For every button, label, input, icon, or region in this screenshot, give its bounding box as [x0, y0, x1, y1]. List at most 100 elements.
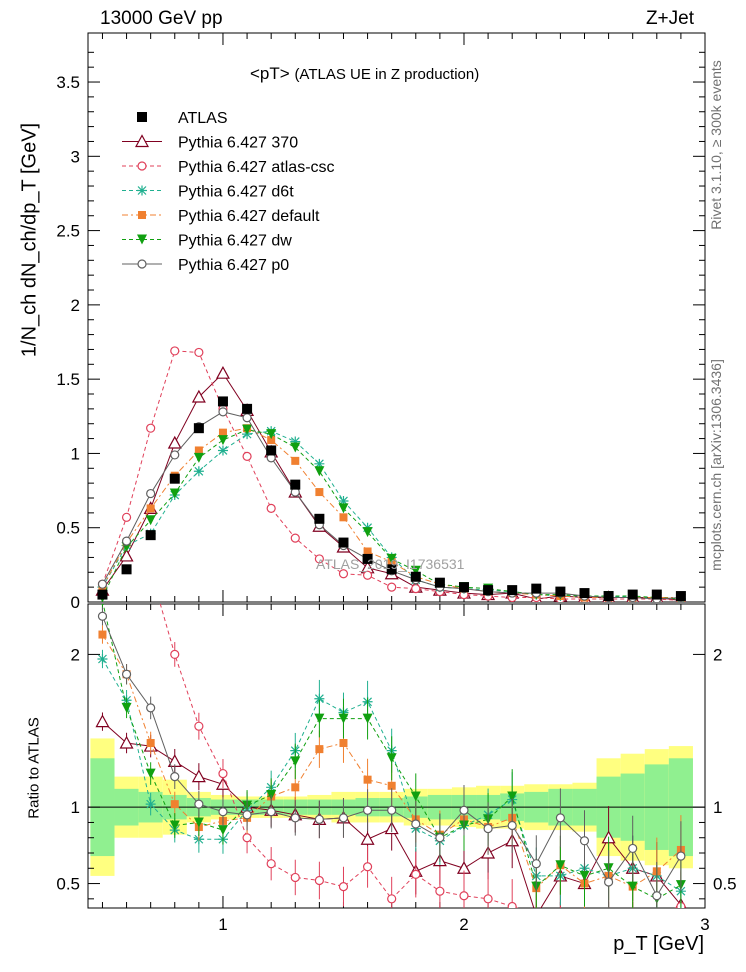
marker-shape — [483, 894, 493, 904]
marker-shape — [338, 495, 349, 506]
watermark: ATLAS_2019_I1736531 — [316, 556, 465, 572]
y-tick-label: 0.5 — [56, 519, 80, 538]
marker-shape — [145, 768, 156, 779]
marker-shape — [651, 589, 662, 600]
marker-shape — [242, 413, 252, 423]
ratio-y-tick-label: 1 — [71, 798, 80, 817]
marker-shape — [580, 910, 588, 918]
marker-shape — [121, 512, 132, 522]
marker-shape — [387, 894, 397, 904]
marker-shape — [507, 901, 517, 908]
legend-label: Pythia 6.427 atlas-csc — [178, 159, 335, 176]
marker-shape — [652, 891, 662, 901]
ratio-point — [145, 799, 156, 810]
series-point — [146, 488, 156, 499]
marker-shape — [507, 820, 517, 831]
marker-shape — [290, 479, 301, 490]
data-point — [121, 564, 132, 575]
ratio-point — [338, 813, 349, 823]
marker-shape — [339, 739, 348, 748]
ratio-y-tick-label-right: 2 — [713, 645, 722, 664]
marker-shape — [215, 365, 230, 379]
data-point — [675, 591, 686, 602]
ratio-point — [266, 789, 277, 800]
marker-shape — [266, 445, 277, 456]
marker-shape — [314, 814, 324, 824]
series-point — [218, 428, 227, 437]
ratio-point — [653, 910, 661, 918]
x-tick-label: 3 — [700, 915, 709, 934]
series-point — [167, 435, 182, 449]
marker-shape — [628, 843, 638, 854]
marker-shape — [411, 584, 421, 594]
marker-shape — [315, 745, 324, 754]
marker-shape — [242, 833, 252, 843]
series-point — [315, 488, 324, 497]
marker-shape — [675, 591, 686, 602]
marker-shape — [387, 781, 396, 790]
series-point — [217, 435, 228, 446]
marker-shape — [530, 910, 542, 921]
series-point — [193, 452, 204, 463]
marker-shape — [217, 445, 228, 456]
ratio-point — [266, 859, 276, 869]
marker-shape — [531, 583, 542, 594]
ratio-point — [97, 611, 108, 621]
ratio-point — [387, 781, 396, 790]
ratio-point — [362, 713, 373, 724]
marker-shape — [146, 703, 156, 713]
marker-shape — [603, 877, 614, 887]
ratio-point — [507, 820, 517, 831]
series-point — [121, 512, 132, 522]
marker-shape — [95, 714, 110, 728]
ratio-point — [194, 721, 204, 731]
marker-shape — [266, 789, 277, 800]
ratio-point — [652, 891, 662, 901]
marker-shape — [217, 825, 228, 836]
y-tick-label: 3 — [71, 147, 80, 166]
ratio-point — [338, 882, 349, 892]
marker-shape — [169, 473, 180, 484]
marker-shape — [338, 537, 349, 548]
ratio-point — [483, 823, 493, 834]
legend-label: Pythia 6.427 dw — [178, 233, 292, 250]
legend-marker — [137, 161, 147, 171]
marker-shape — [483, 823, 493, 834]
marker-shape — [483, 585, 494, 596]
marker-shape — [410, 571, 421, 582]
marker-shape — [266, 807, 276, 817]
legend-item: Pythia 6.427 370 — [122, 134, 298, 152]
marker-shape — [218, 768, 228, 779]
ratio-point — [95, 714, 110, 728]
marker-shape — [218, 428, 227, 437]
ratio-point — [387, 805, 397, 815]
ratio-point — [290, 813, 300, 823]
marker-shape — [170, 800, 179, 809]
ratio-point — [627, 881, 638, 892]
marker-shape — [435, 886, 445, 896]
marker-shape — [97, 653, 108, 664]
marker-shape — [137, 185, 147, 196]
marker-shape — [363, 547, 372, 556]
series-point — [362, 570, 373, 580]
marker-shape — [242, 451, 252, 462]
marker-shape — [146, 739, 155, 748]
marker-shape — [579, 836, 590, 846]
marker-shape — [360, 832, 375, 845]
series-point — [338, 495, 349, 506]
ratio-point — [579, 870, 590, 881]
marker-shape — [362, 713, 373, 724]
series-point — [363, 547, 372, 556]
marker-shape — [218, 807, 228, 817]
marker-shape — [97, 579, 108, 589]
series-point — [170, 450, 180, 460]
series-point — [119, 548, 134, 562]
marker-shape — [555, 813, 565, 823]
marker-shape — [242, 403, 253, 414]
legend-marker — [134, 134, 150, 148]
ratio-frame — [87, 603, 706, 909]
legend-item: Pythia 6.427 atlas-csc — [122, 159, 335, 176]
ratio-point — [435, 833, 445, 843]
marker-shape — [410, 565, 421, 576]
